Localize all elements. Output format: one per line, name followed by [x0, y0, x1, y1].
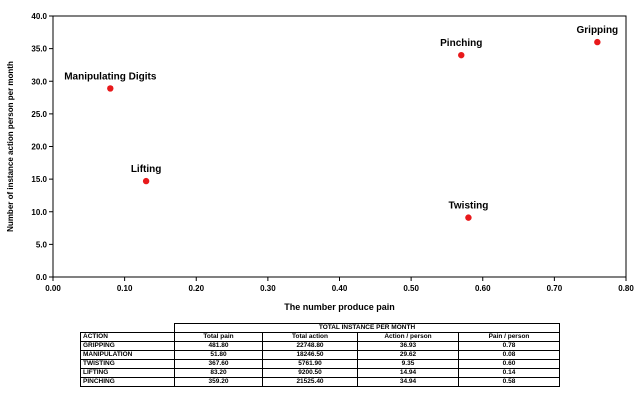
table-cell: 83.20 — [174, 368, 263, 378]
column-header-total-pain: Total pain — [174, 332, 263, 342]
table-cell: 18246.50 — [262, 350, 358, 360]
table-cell-action: TWISTING — [80, 359, 175, 369]
chart-axes — [49, 15, 627, 281]
table-group-header-row: TOTAL INSTANCE PER MONTH — [80, 323, 560, 333]
y-tick-label: 15.0 — [31, 175, 47, 184]
table-corner — [80, 323, 175, 333]
table-column-header-row: ACTION Total pain Total action Action / … — [80, 332, 560, 342]
x-tick-label: 0.20 — [188, 284, 204, 293]
data-point — [594, 38, 601, 46]
x-tick-label: 0.40 — [332, 284, 348, 293]
column-header-pain-per-person: Pain / person — [458, 332, 560, 342]
scatter-chart: 0.00 0.10 0.20 0.30 0.40 0.50 0.60 0.70 0.80 0.0… — [6, 12, 634, 312]
table-cell: 481.80 — [174, 341, 263, 351]
column-header-action: ACTION — [80, 332, 175, 342]
table-cell-action: GRIPPING — [80, 341, 175, 351]
data-point — [458, 51, 465, 59]
table-cell: 51.80 — [174, 350, 263, 360]
y-tick-labels: 0.0 5.0 10.0 15.0 20.0 25.0 30.0 35.0 40.0 — [31, 12, 47, 282]
table-row: PINCHING 359.20 21525.40 34.94 0.58 — [80, 377, 560, 387]
point-label: Manipulating Digits — [64, 71, 157, 82]
table-cell: 359.20 — [174, 377, 263, 387]
x-tick-labels: 0.00 0.10 0.20 0.30 0.40 0.50 0.60 0.70 0.80 — [45, 284, 634, 293]
y-tick-label: 25.0 — [31, 110, 47, 119]
table-cell: 36.93 — [357, 341, 459, 351]
table-cell: 0.58 — [458, 377, 560, 387]
x-tick-label: 0.10 — [117, 284, 133, 293]
table-row: MANIPULATION 51.80 18246.50 29.62 0.08 — [80, 350, 560, 360]
y-tick-label: 40.0 — [31, 12, 47, 21]
summary-table: TOTAL INSTANCE PER MONTH ACTION Total pa… — [80, 323, 560, 387]
point-labels: Gripping Pinching Manipulating Digits Lifti… — [64, 25, 618, 212]
column-header-total-action: Total action — [262, 332, 358, 342]
y-tick-label: 0.0 — [36, 273, 48, 282]
table-cell: 14.94 — [357, 368, 459, 378]
x-tick-label: 0.70 — [547, 284, 563, 293]
data-point — [142, 177, 150, 185]
point-label: Lifting — [131, 164, 162, 175]
y-tick-label: 35.0 — [31, 45, 47, 54]
y-tick-label: 20.0 — [31, 143, 47, 152]
plot-frame — [52, 15, 627, 278]
table-row: GRIPPING 481.80 22748.80 36.93 0.78 — [80, 341, 560, 351]
table-cell: 0.14 — [458, 368, 560, 378]
table-cell-action: PINCHING — [80, 377, 175, 387]
data-points — [107, 38, 601, 221]
table-row: TWISTING 367.60 5761.90 9.35 0.60 — [80, 359, 560, 369]
point-label: Gripping — [577, 25, 619, 36]
table-cell: 29.62 — [357, 350, 459, 360]
table-cell: 367.60 — [174, 359, 263, 369]
table-cell: 0.78 — [458, 341, 560, 351]
data-point — [107, 85, 114, 92]
column-header-action-per-person: Action / person — [357, 332, 459, 342]
x-axis-title: The number produce pain — [284, 302, 395, 312]
table-row: LIFTING 83.20 9200.50 14.94 0.14 — [80, 368, 560, 378]
table-cell: 22748.80 — [262, 341, 358, 351]
table-cell: 34.94 — [357, 377, 459, 387]
table-cell: 9200.50 — [262, 368, 358, 378]
table-cell-action: LIFTING — [80, 368, 175, 378]
x-tick-label: 0.60 — [475, 284, 491, 293]
point-label: Twisting — [449, 201, 489, 212]
table-cell-action: MANIPULATION — [80, 350, 175, 360]
table-cell: 9.35 — [357, 359, 459, 369]
x-tick-label: 0.50 — [403, 284, 419, 293]
table-cell: 21525.40 — [262, 377, 358, 387]
y-tick-label: 5.0 — [36, 240, 48, 249]
x-tick-label: 0.30 — [260, 284, 276, 293]
y-tick-label: 30.0 — [31, 77, 47, 86]
point-label: Pinching — [440, 38, 482, 49]
table-group-header: TOTAL INSTANCE PER MONTH — [174, 323, 560, 333]
x-tick-label: 0.80 — [618, 284, 634, 293]
data-point — [465, 214, 472, 221]
y-tick-label: 10.0 — [31, 208, 47, 217]
table-cell: 0.60 — [458, 359, 560, 369]
table-cell: 5761.90 — [262, 359, 358, 369]
table-cell: 0.08 — [458, 350, 560, 360]
summary-table-container: TOTAL INSTANCE PER MONTH ACTION Total pa… — [80, 323, 560, 387]
y-axis-title: Number of instance action person per mon… — [6, 61, 15, 232]
x-tick-label: 0.00 — [45, 284, 61, 293]
